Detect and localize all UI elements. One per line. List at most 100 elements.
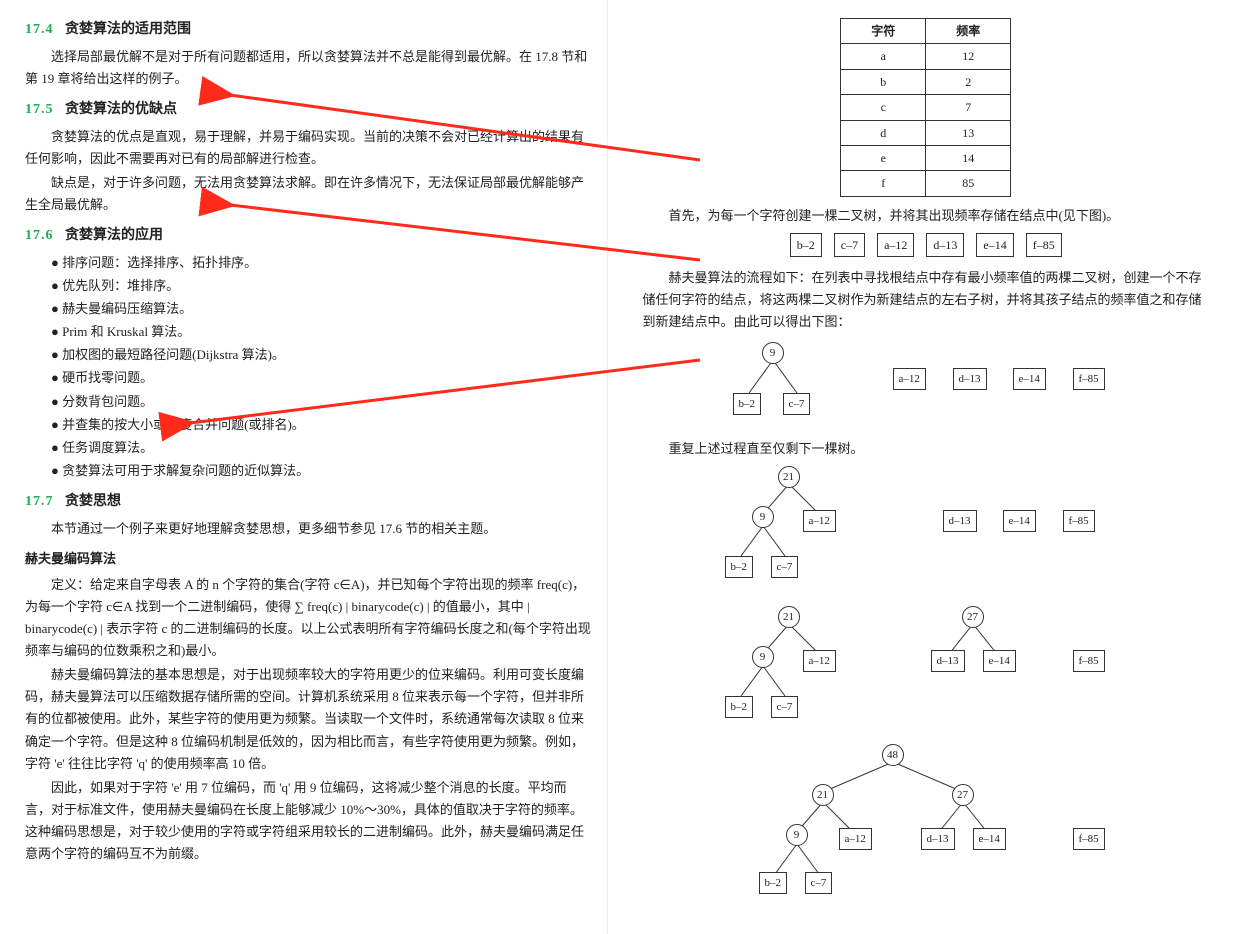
tree-node-9: 9 xyxy=(762,342,784,364)
paragraph: 贪婪算法的优点是直观，易于理解，并易于编码实现。当前的决策不会对已经计算出的结果… xyxy=(25,126,592,170)
page-spread: 17.4 贪婪算法的适用范围 选择局部最优解不是对于所有问题都适用，所以贪婪算法… xyxy=(0,0,1234,934)
table-row: b2 xyxy=(841,69,1011,94)
leaf-node: c–7 xyxy=(834,233,865,257)
loose-node: f–85 xyxy=(1073,650,1105,673)
table-cell: 12 xyxy=(926,44,1011,69)
para-repeat: 重复上述过程直至仅剩下一棵树。 xyxy=(643,438,1210,460)
initial-node-row: b–2c–7a–12d–13e–14f–85 xyxy=(643,233,1210,257)
loose-node: f–85 xyxy=(1063,510,1095,533)
left-column: 17.4 贪婪算法的适用范围 选择局部最优解不是对于所有问题都适用，所以贪婪算法… xyxy=(10,0,608,934)
tree-node-48: 48 xyxy=(882,744,904,766)
section-17-5-heading: 17.5 贪婪算法的优缺点 xyxy=(25,98,592,122)
huffman-definition: 定义：给定来自字母表 A 的 n 个字符的集合(字符 c∈A)，并已知每个字符出… xyxy=(25,574,592,662)
huffman-stage-2: 21 9 a–12 b–2 c–7 d–13 e–14 f–85 xyxy=(643,464,1210,594)
tree-node-9: 9 xyxy=(752,506,774,528)
table-row: e14 xyxy=(841,145,1011,170)
tree-node-a12: a–12 xyxy=(803,510,836,533)
sec-num: 17.7 xyxy=(25,494,54,509)
table-cell: f xyxy=(841,171,926,196)
list-item: 并查集的按大小或高度合并问题(或排名)。 xyxy=(51,414,592,436)
paragraph: 缺点是，对于许多问题，无法用贪婪算法求解。即在许多情况下，无法保证局部最优解能够… xyxy=(25,172,592,216)
huffman-stage-4: 48 21 27 9 a–12 d–13 e–14 b–2 c–7 f–85 xyxy=(643,744,1210,914)
tree-node-b2: b–2 xyxy=(725,696,754,719)
table-row: a12 xyxy=(841,44,1011,69)
loose-node: a–12 xyxy=(893,368,926,391)
section-17-4-heading: 17.4 贪婪算法的适用范围 xyxy=(25,18,592,42)
tree-node-21: 21 xyxy=(778,606,800,628)
table-cell: 2 xyxy=(926,69,1011,94)
tree-node-e14: e–14 xyxy=(983,650,1016,673)
leaf-node: b–2 xyxy=(790,233,822,257)
tree-node-9: 9 xyxy=(752,646,774,668)
tree-node-21: 21 xyxy=(778,466,800,488)
table-cell: c xyxy=(841,95,926,120)
sec-title: 贪婪思想 xyxy=(65,494,121,509)
tree-node-b2: b–2 xyxy=(725,556,754,579)
sec-title: 贪婪算法的应用 xyxy=(65,228,163,243)
sec-num: 17.4 xyxy=(25,22,54,37)
para-first: 首先，为每一个字符创建一棵二叉树，并将其出现频率存储在结点中(见下图)。 xyxy=(643,205,1210,227)
tree-node-c7: c–7 xyxy=(783,393,811,416)
list-item: 加权图的最短路径问题(Dijkstra 算法)。 xyxy=(51,344,592,366)
loose-node: e–14 xyxy=(1013,368,1046,391)
table-cell: e xyxy=(841,145,926,170)
paragraph: 选择局部最优解不是对于所有问题都适用，所以贪婪算法并不总是能得到最优解。在 17… xyxy=(25,46,592,90)
leaf-node: e–14 xyxy=(976,233,1013,257)
table-cell: b xyxy=(841,69,926,94)
sec-title: 贪婪算法的优缺点 xyxy=(65,102,177,117)
table-row: c7 xyxy=(841,95,1011,120)
table-row: f85 xyxy=(841,171,1011,196)
loose-node: d–13 xyxy=(953,368,987,391)
list-item: 优先队列：堆排序。 xyxy=(51,275,592,297)
table-header-freq: 频率 xyxy=(926,19,1011,44)
applications-list: 排序问题：选择排序、拓扑排序。优先队列：堆排序。赫夫曼编码压缩算法。Prim 和… xyxy=(51,252,592,482)
list-item: Prim 和 Kruskal 算法。 xyxy=(51,321,592,343)
para-process: 赫夫曼算法的流程如下：在列表中寻找根结点中存有最小频率值的两棵二叉树，创建一个不… xyxy=(643,267,1210,333)
tree-node-d13: d–13 xyxy=(931,650,965,673)
sec-num: 17.6 xyxy=(25,228,54,243)
right-column: 字符 频率 a12b2c7d13e14f85 首先，为每一个字符创建一棵二叉树，… xyxy=(628,0,1225,934)
tree-node-27: 27 xyxy=(952,784,974,806)
table-cell: 7 xyxy=(926,95,1011,120)
huffman-para-3: 因此，如果对于字符 'e' 用 7 位编码，而 'q' 用 9 位编码，这将减少… xyxy=(25,777,592,865)
tree-node-d13: d–13 xyxy=(921,828,955,851)
tree-node-c7: c–7 xyxy=(771,556,799,579)
list-item: 赫夫曼编码压缩算法。 xyxy=(51,298,592,320)
section-17-6-heading: 17.6 贪婪算法的应用 xyxy=(25,224,592,248)
table-cell: 13 xyxy=(926,120,1011,145)
huffman-para-2: 赫夫曼编码算法的基本思想是，对于出现频率较大的字符用更少的位来编码。利用可变长度… xyxy=(25,664,592,774)
table-cell: d xyxy=(841,120,926,145)
loose-node: e–14 xyxy=(1003,510,1036,533)
list-item: 任务调度算法。 xyxy=(51,437,592,459)
list-item: 贪婪算法可用于求解复杂问题的近似算法。 xyxy=(51,460,592,482)
tree-node-b2: b–2 xyxy=(733,393,762,416)
tree-node-c7: c–7 xyxy=(771,696,799,719)
tree-node-a12: a–12 xyxy=(839,828,872,851)
huffman-heading: 赫夫曼编码算法 xyxy=(25,548,592,570)
table-row: d13 xyxy=(841,120,1011,145)
table-cell: a xyxy=(841,44,926,69)
leaf-node: a–12 xyxy=(877,233,914,257)
tree-node-e14: e–14 xyxy=(973,828,1006,851)
sec-num: 17.5 xyxy=(25,102,54,117)
tree-node-b2: b–2 xyxy=(759,872,788,895)
list-item: 硬币找零问题。 xyxy=(51,367,592,389)
tree-node-a12: a–12 xyxy=(803,650,836,673)
frequency-table: 字符 频率 a12b2c7d13e14f85 xyxy=(840,18,1011,197)
list-item: 分数背包问题。 xyxy=(51,391,592,413)
loose-node: d–13 xyxy=(943,510,977,533)
loose-node: f–85 xyxy=(1073,828,1105,851)
table-cell: 85 xyxy=(926,171,1011,196)
huffman-stage-1: 9 b–2 c–7 a–12 d–13 e–14 f–85 xyxy=(643,338,1210,428)
tree-node-21: 21 xyxy=(812,784,834,806)
loose-node: f–85 xyxy=(1073,368,1105,391)
table-header-char: 字符 xyxy=(841,19,926,44)
tree-node-9: 9 xyxy=(786,824,808,846)
huffman-stage-3: 21 9 a–12 b–2 c–7 27 d–13 e–14 f–85 xyxy=(643,604,1210,734)
sec-title: 贪婪算法的适用范围 xyxy=(65,22,191,37)
tree-node-c7: c–7 xyxy=(805,872,833,895)
table-cell: 14 xyxy=(926,145,1011,170)
paragraph: 本节通过一个例子来更好地理解贪婪思想，更多细节参见 17.6 节的相关主题。 xyxy=(25,518,592,540)
list-item: 排序问题：选择排序、拓扑排序。 xyxy=(51,252,592,274)
leaf-node: f–85 xyxy=(1026,233,1062,257)
